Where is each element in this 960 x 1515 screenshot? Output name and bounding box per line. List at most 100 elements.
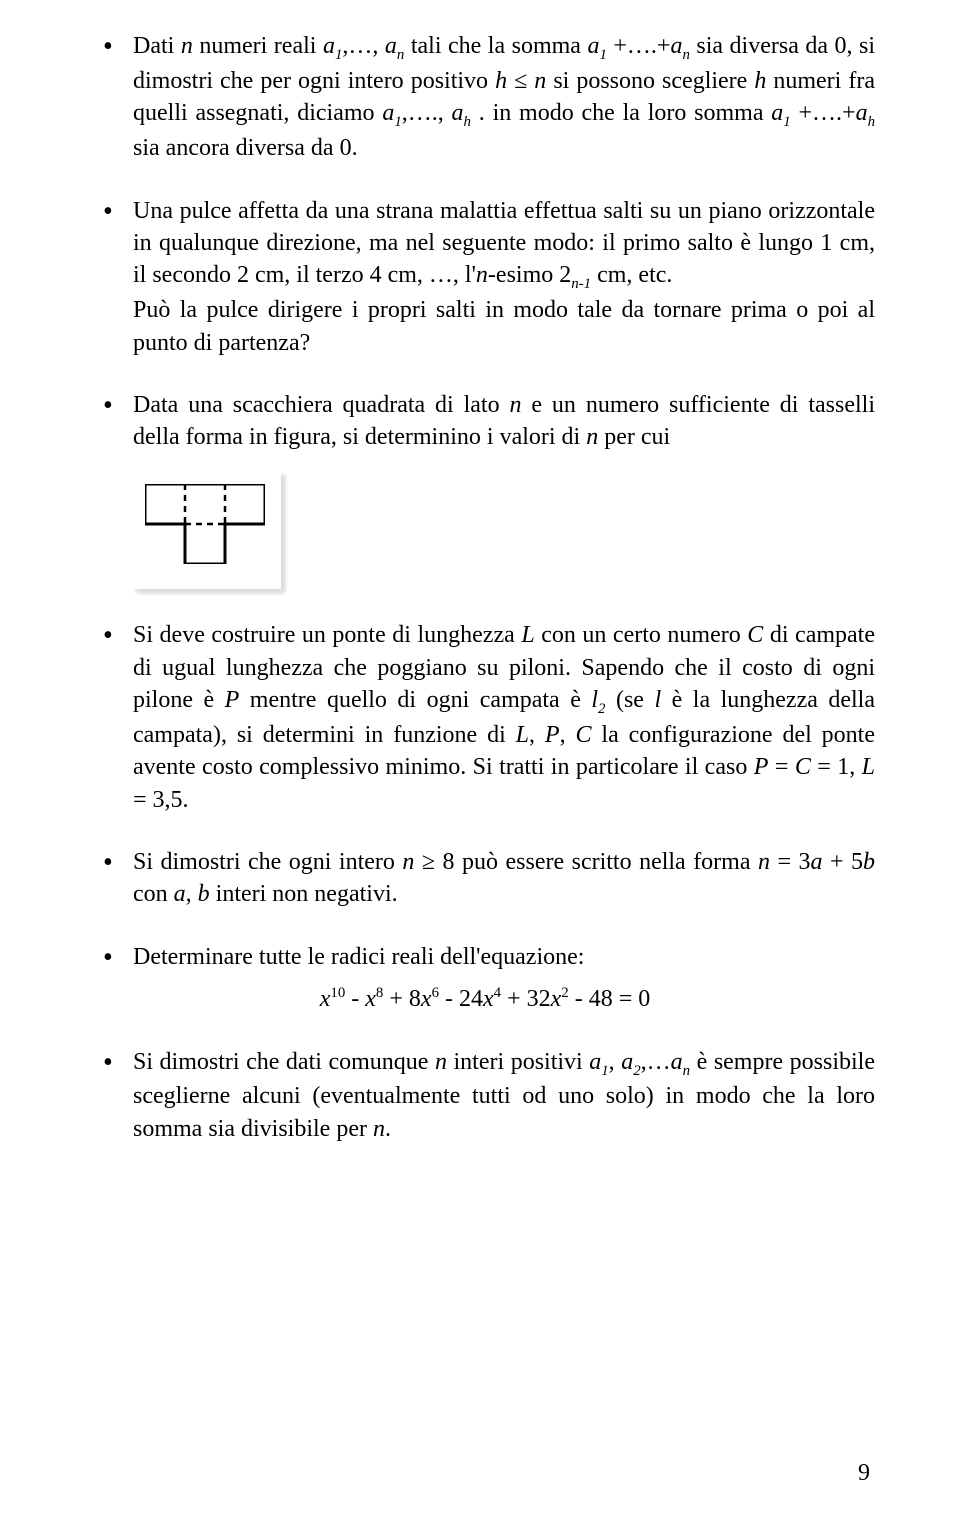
var-x: x xyxy=(551,986,562,1012)
text: . in modo che la loro somma xyxy=(471,100,771,126)
problem-4: Si deve costruire un ponte di lunghezza … xyxy=(95,619,875,816)
problem-6: Determinare tutte le radici reali dell'e… xyxy=(95,941,875,1016)
text: -esimo 2 xyxy=(488,262,571,288)
exp: 4 xyxy=(494,985,501,1001)
var-a: a xyxy=(382,100,394,126)
var-P: P xyxy=(545,722,560,748)
text: Data una scacchiera quadrata di lato xyxy=(133,392,510,418)
text: Dati xyxy=(133,33,181,59)
sub: 2 xyxy=(633,1062,640,1078)
sub: h xyxy=(868,114,875,130)
text: si possono scegliere xyxy=(546,68,754,94)
problem-5: Si dimostri che ogni intero n ≥ 8 può es… xyxy=(95,846,875,911)
text: per cui xyxy=(598,424,670,450)
exp: 10 xyxy=(330,985,345,1001)
problem-2: Una pulce affetta da una strana malattia… xyxy=(95,195,875,359)
op: + 32 xyxy=(501,986,551,1012)
text: sia ancora diversa da 0. xyxy=(133,135,358,161)
text: ,…., xyxy=(402,100,452,126)
sub: 1 xyxy=(783,114,790,130)
var-a: a xyxy=(670,33,682,59)
text: mentre quello di ogni campata è xyxy=(239,687,591,713)
text: numeri reali xyxy=(193,33,323,59)
var-a: a xyxy=(671,1049,683,1075)
text: ≥ 8 può essere scritto nella forma xyxy=(414,849,758,875)
page-number: 9 xyxy=(858,1460,870,1487)
text: interi non negativi. xyxy=(210,881,398,907)
sym-leq: ≤ xyxy=(507,68,534,94)
exp: 2 xyxy=(561,985,568,1001)
text: Si dimostri che dati comunque xyxy=(133,1049,435,1075)
op: - 48 = 0 xyxy=(569,986,651,1012)
text: = xyxy=(768,754,794,780)
text: cm, etc. xyxy=(591,262,672,288)
text: +….+ xyxy=(791,100,856,126)
text: con xyxy=(133,881,174,907)
var-n: n xyxy=(510,392,522,418)
text: ,…, xyxy=(342,33,385,59)
problem-list: Dati n numeri reali a1,…, an tali che la… xyxy=(95,30,875,1145)
var-a: a xyxy=(174,881,186,907)
op: - 24 xyxy=(439,986,483,1012)
var-a: a xyxy=(385,33,397,59)
var-a: a xyxy=(452,100,464,126)
var-h: h xyxy=(495,68,507,94)
sub: n xyxy=(682,47,689,63)
var-a: a xyxy=(587,33,599,59)
var-n: n xyxy=(476,262,488,288)
op: + 8 xyxy=(383,986,421,1012)
sub: n xyxy=(683,1062,690,1078)
var-n: n xyxy=(435,1049,447,1075)
text: = 3,5. xyxy=(133,787,189,813)
var-n: n xyxy=(534,68,546,94)
exp: 6 xyxy=(432,985,439,1001)
text: Si deve costruire un ponte di lunghezza xyxy=(133,622,521,648)
text: interi positivi xyxy=(447,1049,589,1075)
var-n: n xyxy=(586,424,598,450)
text: , xyxy=(186,881,198,907)
var-P: P xyxy=(754,754,769,780)
text: +….+ xyxy=(607,33,671,59)
t-tetromino-figure xyxy=(133,472,875,589)
op: - xyxy=(345,986,365,1012)
var-n: n xyxy=(758,849,770,875)
problem-1: Dati n numeri reali a1,…, an tali che la… xyxy=(95,30,875,165)
var-a: a xyxy=(621,1049,633,1075)
problem-7: Si dimostri che dati comunque n interi p… xyxy=(95,1046,875,1146)
var-a: a xyxy=(589,1049,601,1075)
var-h: h xyxy=(754,68,766,94)
text: con un certo numero xyxy=(535,622,748,648)
var-L: L xyxy=(862,754,875,780)
exp: n-1 xyxy=(571,276,591,292)
var-x: x xyxy=(421,986,432,1012)
text: . xyxy=(385,1116,391,1142)
var-b: b xyxy=(198,881,210,907)
text: = 1, xyxy=(811,754,862,780)
text: , xyxy=(609,1049,622,1075)
sub: 1 xyxy=(601,1062,608,1078)
text: (se xyxy=(605,687,654,713)
sub: 1 xyxy=(599,47,606,63)
text: , xyxy=(529,722,545,748)
var-a: a xyxy=(771,100,783,126)
var-x: x xyxy=(320,986,331,1012)
var-L: L xyxy=(516,722,529,748)
var-C: C xyxy=(575,722,591,748)
var-n: n xyxy=(373,1116,385,1142)
var-x: x xyxy=(483,986,494,1012)
var-C: C xyxy=(795,754,811,780)
text: , xyxy=(560,722,576,748)
text: Si dimostri che ogni intero xyxy=(133,849,402,875)
var-n: n xyxy=(181,33,193,59)
sub: h xyxy=(464,114,471,130)
var-L: L xyxy=(521,622,534,648)
question-line: Può la pulce dirigere i propri salti in … xyxy=(133,294,875,359)
sub: 1 xyxy=(394,114,401,130)
tetromino-outline xyxy=(145,484,265,564)
var-C: C xyxy=(747,622,763,648)
var-x: x xyxy=(365,986,376,1012)
text: = 3 xyxy=(770,849,811,875)
text: tali che la somma xyxy=(404,33,587,59)
text: Determinare tutte le radici reali dell'e… xyxy=(133,944,584,970)
problem-3: Data una scacchiera quadrata di lato n e… xyxy=(95,389,875,589)
